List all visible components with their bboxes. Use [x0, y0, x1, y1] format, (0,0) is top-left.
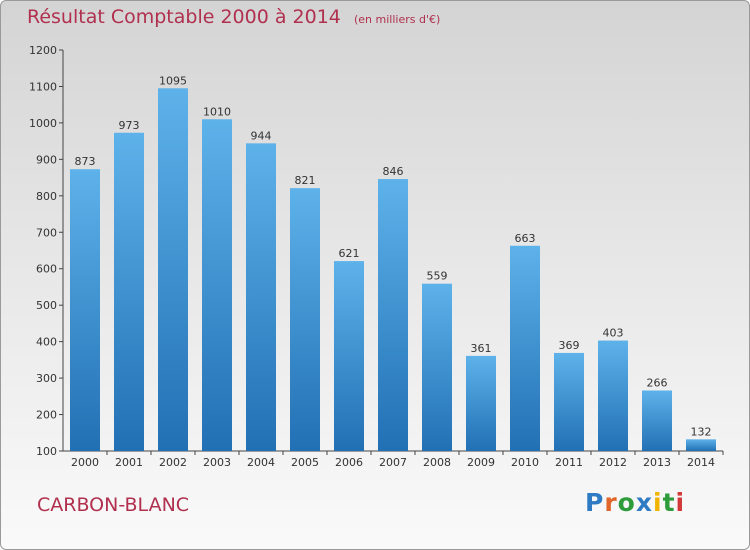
x-tick-label: 2013	[643, 456, 671, 469]
data-label: 944	[251, 129, 272, 142]
logo-letter: t	[662, 488, 676, 517]
bar	[246, 143, 276, 451]
data-label: 973	[119, 119, 140, 132]
y-tick-label: 400	[36, 336, 57, 349]
x-tick-label: 2003	[203, 456, 231, 469]
x-tick-label: 2009	[467, 456, 495, 469]
chart-subtitle: (en milliers d'€)	[353, 13, 441, 26]
chart-title-block: Résultat Comptable 2000 à 2014 (en milli…	[27, 6, 440, 28]
y-tick-label: 1200	[29, 44, 57, 57]
bar	[290, 188, 320, 451]
bars-group	[70, 88, 716, 452]
x-tick-label: 2006	[335, 456, 363, 469]
city-name: CARBON-BLANC	[37, 494, 190, 516]
y-tick-label: 700	[36, 226, 57, 239]
data-labels-group: 873 973 1095 1010 944 821 621 846 559 361 663 369 40…	[75, 74, 712, 438]
bar	[114, 132, 144, 451]
bar	[466, 355, 496, 451]
data-label: 369	[559, 339, 580, 352]
data-label: 132	[691, 425, 712, 438]
bar	[510, 245, 540, 451]
bar	[686, 439, 716, 451]
x-tick-label: 2012	[599, 456, 627, 469]
proxiti-logo: Proxiti	[585, 488, 685, 517]
data-label: 663	[515, 232, 536, 245]
data-label: 1095	[159, 74, 187, 87]
data-label: 821	[295, 174, 316, 187]
y-tick-label: 300	[36, 372, 57, 385]
bar	[642, 390, 672, 451]
data-label: 621	[339, 247, 360, 260]
x-tick-label: 2004	[247, 456, 275, 469]
y-tick-label: 800	[36, 190, 57, 203]
y-tick-label: 1000	[29, 117, 57, 130]
x-tick-label: 2001	[115, 456, 143, 469]
x-tick-label: 2005	[291, 456, 319, 469]
chart-title: Résultat Comptable 2000 à 2014	[27, 6, 341, 28]
bar	[378, 179, 408, 452]
data-label: 266	[647, 376, 668, 389]
x-tick-label: 2000	[71, 456, 99, 469]
x-tick-label: 2002	[159, 456, 187, 469]
data-label: 361	[471, 342, 492, 355]
y-axis: 100 200 300 400 500 600 700 800 900 1000 1100 1200	[29, 44, 64, 458]
bar	[334, 261, 364, 451]
x-axis: 2000 2001 2002 2003 2004 2005 2006 2007 2008 2009…	[63, 450, 724, 469]
data-label: 559	[427, 270, 448, 283]
bar	[554, 352, 584, 451]
y-tick-label: 200	[36, 409, 57, 422]
y-tick-label: 600	[36, 263, 57, 276]
bar	[422, 283, 452, 451]
x-tick-label: 2008	[423, 456, 451, 469]
data-label: 873	[75, 155, 96, 168]
logo-letter: P	[585, 488, 605, 517]
data-label: 846	[383, 165, 404, 178]
x-tick-label: 2010	[511, 456, 539, 469]
x-tick-label: 2011	[555, 456, 583, 469]
logo-letter: i	[653, 488, 663, 517]
bar	[70, 169, 100, 451]
y-tick-label: 500	[36, 299, 57, 312]
bar	[158, 88, 188, 451]
x-tick-label: 2007	[379, 456, 407, 469]
data-label: 1010	[203, 105, 231, 118]
logo-letter: r	[604, 488, 618, 517]
x-tick-label: 2014	[687, 456, 715, 469]
logo-letter: o	[617, 488, 636, 517]
y-tick-label: 900	[36, 153, 57, 166]
y-tick-label: 100	[36, 445, 57, 458]
bar	[598, 340, 628, 451]
data-label: 403	[603, 327, 624, 340]
y-tick-label: 1100	[29, 80, 57, 93]
bar	[202, 119, 232, 451]
logo-letter: x	[635, 488, 653, 517]
logo-letter: i	[675, 488, 686, 517]
